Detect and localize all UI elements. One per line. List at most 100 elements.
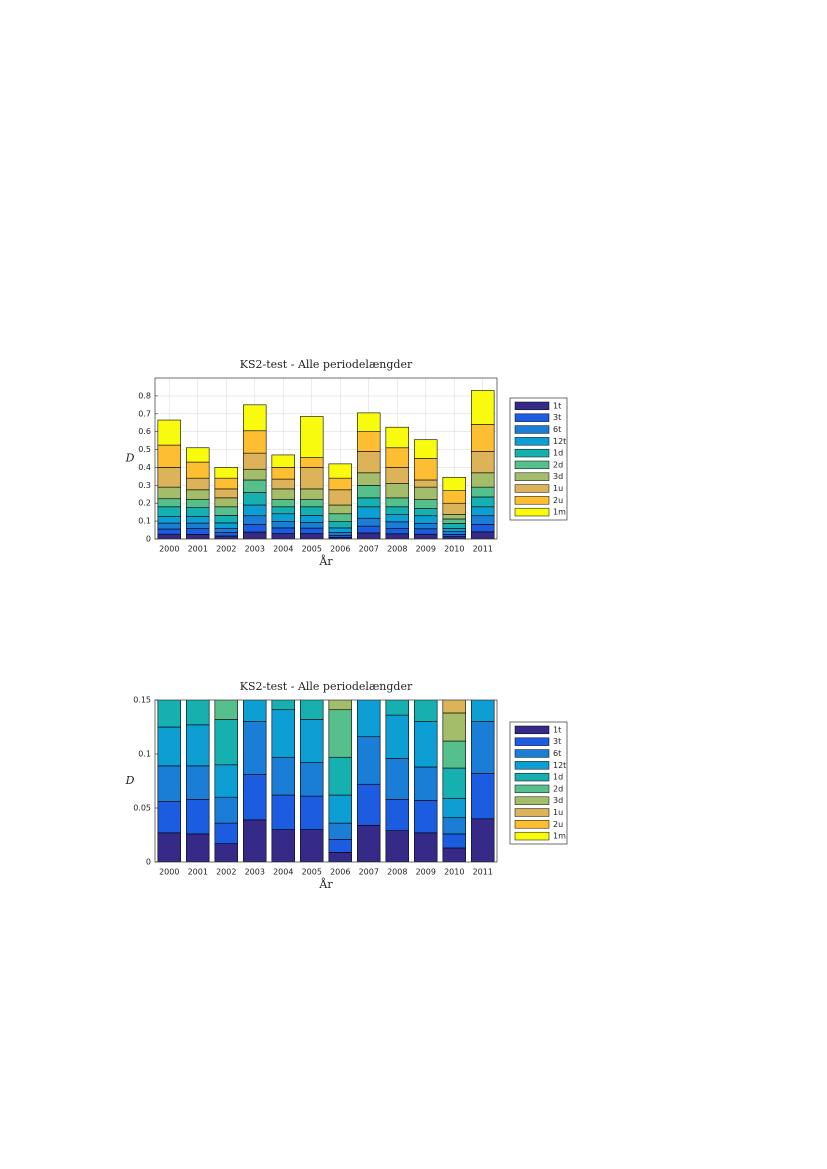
- legend-label: 1d: [553, 449, 563, 458]
- bar-segment: [243, 404, 267, 432]
- bar-segment: [414, 528, 438, 535]
- bar-segment: [271, 467, 295, 480]
- bar-segment: [186, 522, 210, 529]
- legend-swatch: [514, 484, 550, 493]
- bar-segment: [442, 514, 466, 520]
- bar-segment: [271, 527, 295, 534]
- bar-segment: [214, 488, 238, 499]
- legend-swatch: [514, 784, 550, 794]
- bar-segment: [300, 527, 324, 534]
- bar-segment: [186, 461, 210, 479]
- bar-segment: [414, 766, 438, 801]
- legend-label: 2d: [553, 784, 563, 793]
- y-tick-label: 0.1: [138, 517, 151, 526]
- bar-segment: [442, 476, 466, 491]
- x-tick-label: 2006: [330, 868, 350, 877]
- bar-segment: [271, 513, 295, 522]
- bar-segment: [414, 549, 437, 625]
- x-axis-label: År: [318, 877, 333, 891]
- legend-swatch: [514, 831, 550, 841]
- bar-segment: [385, 447, 409, 468]
- bar-segment: [186, 477, 210, 491]
- bar-segment: [471, 472, 495, 488]
- bar-segment: [442, 490, 466, 504]
- bar-segment: [328, 504, 352, 515]
- bar-segment: [186, 765, 210, 800]
- bar-segment: [357, 451, 381, 474]
- bar-segment: [186, 700, 210, 726]
- bar-segment: [272, 624, 295, 667]
- y-tick-label: 0.6: [138, 427, 151, 436]
- legend-label: 6t: [553, 425, 561, 434]
- bar-segment: [414, 832, 438, 862]
- bar-segment: [186, 447, 210, 463]
- x-axis-label: År: [318, 554, 333, 568]
- bar-segment: [385, 700, 409, 716]
- bar-segment: [471, 496, 495, 508]
- bar-segment: [186, 507, 210, 517]
- bar-segment: [385, 528, 409, 535]
- bar-segment: [243, 209, 266, 344]
- x-tick-label: 2007: [359, 545, 379, 554]
- legend-swatch: [514, 472, 550, 481]
- bar-segment: [386, 187, 409, 311]
- bar-segment: [385, 830, 409, 862]
- bar-segment: [357, 497, 381, 508]
- legend-label: 3t: [553, 413, 561, 422]
- y-tick-label: 0.1: [138, 750, 151, 759]
- bar-segment: [300, 488, 324, 500]
- legend-label: 2u: [553, 496, 563, 505]
- bar-segment: [471, 773, 495, 820]
- bar-segment: [157, 765, 181, 802]
- bar-segment: [243, 468, 267, 481]
- bar-segment: [158, 549, 181, 619]
- bar-segment: [243, 774, 267, 821]
- bar-segment: [385, 467, 409, 484]
- legend-swatch: [514, 761, 550, 770]
- bar-segment: [385, 497, 409, 508]
- x-tick-label: 2004: [273, 545, 293, 554]
- legend-swatch: [514, 413, 550, 422]
- y-tick-label: 0.3: [138, 481, 151, 490]
- bar-segment: [357, 736, 381, 785]
- bar-segment: [386, 527, 409, 613]
- legend-swatch: [514, 460, 550, 470]
- bars: [157, 390, 495, 539]
- bar-segment: [471, 818, 495, 862]
- legend-swatch: [514, 425, 550, 434]
- bar-segment: [414, 458, 438, 481]
- bar-segment: [442, 700, 466, 714]
- bar-segment: [300, 624, 323, 667]
- bar-segment: [442, 518, 466, 524]
- x-tick-label: 2011: [473, 545, 493, 554]
- bar-segment: [471, 486, 495, 498]
- bar-segment: [186, 833, 210, 862]
- bar-segment: [357, 412, 381, 432]
- bar-segment: [385, 426, 409, 449]
- x-tick-label: 2008: [387, 545, 407, 554]
- legend-swatch: [514, 496, 550, 505]
- bar-segment: [300, 762, 324, 797]
- x-tick-label: 2005: [302, 868, 322, 877]
- bar-segment: [243, 430, 267, 454]
- bar-segment: [357, 214, 380, 333]
- bar-segment: [414, 439, 438, 459]
- bar-segment: [385, 799, 409, 831]
- bar-segment: [328, 839, 352, 853]
- bar-segment: [300, 700, 324, 720]
- bar-segment: [385, 714, 409, 759]
- bar-segment: [385, 521, 409, 529]
- y-axis-label: D: [125, 774, 135, 787]
- x-tick-label: 2009: [416, 868, 436, 877]
- bar-segment: [414, 499, 438, 509]
- legend-swatch: [514, 820, 550, 829]
- bar-segment: [414, 508, 438, 517]
- bar-segment: [414, 800, 438, 834]
- x-tick-label: 2010: [444, 868, 464, 877]
- bar-segment: [300, 467, 324, 490]
- bar-segment: [271, 499, 295, 508]
- bar-segment: [214, 477, 238, 490]
- bar-segment: [328, 489, 352, 506]
